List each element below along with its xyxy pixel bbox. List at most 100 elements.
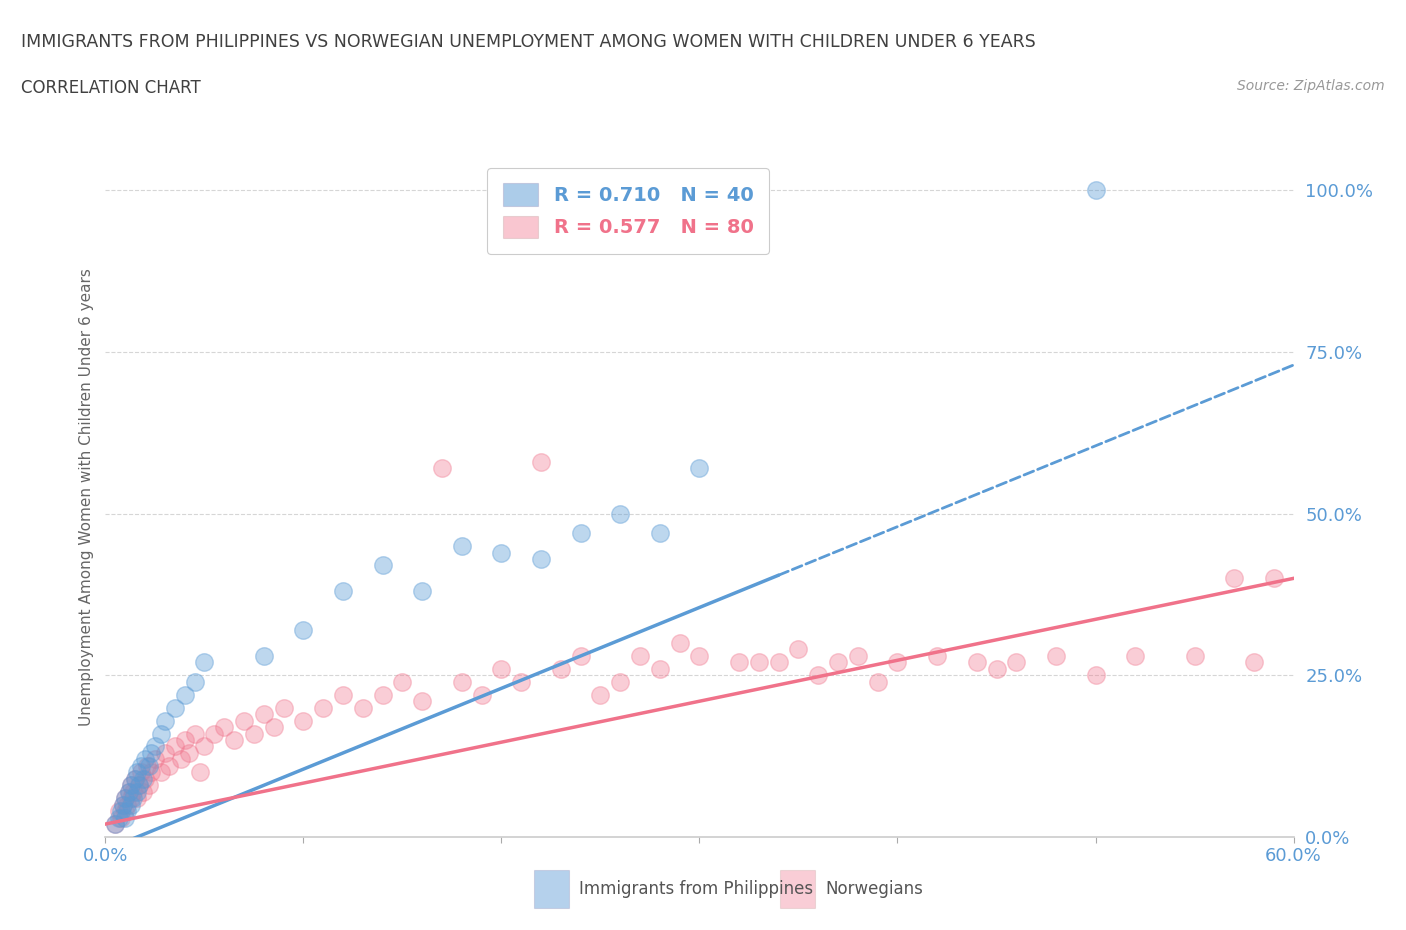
- Point: [173, 687, 195, 702]
- Point: [134, 752, 156, 767]
- Point: [450, 538, 472, 553]
- Point: [120, 777, 142, 792]
- Text: Norwegians: Norwegians: [825, 880, 924, 898]
- Point: [163, 739, 186, 754]
- Point: [846, 648, 869, 663]
- Point: [127, 764, 149, 779]
- Point: [1084, 668, 1107, 683]
- Point: [648, 525, 671, 540]
- Point: [273, 700, 295, 715]
- Point: [263, 720, 285, 735]
- Point: [190, 764, 212, 779]
- Point: [129, 764, 152, 779]
- Point: [391, 674, 413, 689]
- Point: [491, 661, 513, 676]
- Text: Immigrants from Philippines: Immigrants from Philippines: [579, 880, 814, 898]
- Point: [153, 713, 176, 728]
- Point: [530, 455, 553, 470]
- Point: [128, 777, 150, 792]
- Point: [177, 746, 200, 761]
- Point: [138, 759, 160, 774]
- Point: [332, 584, 354, 599]
- Point: [104, 817, 127, 831]
- Point: [124, 771, 146, 786]
- Point: [157, 759, 180, 774]
- Point: [292, 713, 315, 728]
- Point: [114, 804, 136, 818]
- Point: [108, 810, 131, 825]
- Point: [450, 674, 472, 689]
- Point: [136, 759, 159, 774]
- Point: [569, 648, 592, 663]
- Point: [411, 584, 433, 599]
- Point: [371, 558, 394, 573]
- Point: [471, 687, 494, 702]
- Point: [193, 739, 215, 754]
- Point: [807, 668, 830, 683]
- Point: [628, 648, 651, 663]
- Point: [122, 790, 145, 805]
- Point: [491, 545, 513, 560]
- Point: [128, 777, 150, 792]
- Point: [120, 777, 142, 792]
- Point: [292, 623, 315, 638]
- Point: [510, 674, 533, 689]
- Text: CORRELATION CHART: CORRELATION CHART: [21, 79, 201, 97]
- Point: [1223, 571, 1246, 586]
- Point: [149, 726, 172, 741]
- Point: [127, 790, 149, 805]
- Point: [1045, 648, 1067, 663]
- Text: Source: ZipAtlas.com: Source: ZipAtlas.com: [1237, 79, 1385, 93]
- Point: [118, 784, 141, 799]
- Point: [214, 720, 236, 735]
- Point: [748, 655, 770, 670]
- Point: [411, 694, 433, 709]
- Point: [132, 771, 155, 786]
- Point: [530, 551, 553, 566]
- Point: [112, 797, 135, 812]
- Point: [312, 700, 335, 715]
- Point: [193, 655, 215, 670]
- Point: [129, 759, 152, 774]
- Point: [112, 797, 135, 812]
- Point: [202, 726, 225, 741]
- Point: [689, 648, 711, 663]
- Point: [124, 771, 146, 786]
- Point: [139, 764, 162, 779]
- Point: [986, 661, 1008, 676]
- Point: [104, 817, 127, 831]
- Point: [352, 700, 374, 715]
- Point: [1263, 571, 1285, 586]
- Point: [163, 700, 186, 715]
- Point: [110, 810, 132, 825]
- Text: IMMIGRANTS FROM PHILIPPINES VS NORWEGIAN UNEMPLOYMENT AMONG WOMEN WITH CHILDREN : IMMIGRANTS FROM PHILIPPINES VS NORWEGIAN…: [21, 33, 1036, 50]
- Point: [609, 674, 631, 689]
- Point: [648, 661, 671, 676]
- Point: [827, 655, 849, 670]
- Point: [114, 790, 136, 805]
- Point: [609, 506, 631, 521]
- Point: [110, 804, 132, 818]
- Point: [1084, 183, 1107, 198]
- Point: [115, 804, 138, 818]
- Point: [143, 739, 166, 754]
- Point: [768, 655, 790, 670]
- Point: [1184, 648, 1206, 663]
- Point: [114, 790, 136, 805]
- FancyBboxPatch shape: [534, 870, 569, 908]
- Point: [569, 525, 592, 540]
- Point: [1243, 655, 1265, 670]
- Point: [153, 746, 176, 761]
- Point: [114, 810, 136, 825]
- Point: [108, 804, 131, 818]
- Point: [925, 648, 948, 663]
- Point: [115, 797, 138, 812]
- Point: [966, 655, 988, 670]
- Point: [253, 707, 276, 722]
- Point: [149, 764, 172, 779]
- Point: [728, 655, 751, 670]
- Point: [224, 733, 246, 748]
- Point: [787, 642, 810, 657]
- Point: [127, 784, 149, 799]
- Point: [243, 726, 266, 741]
